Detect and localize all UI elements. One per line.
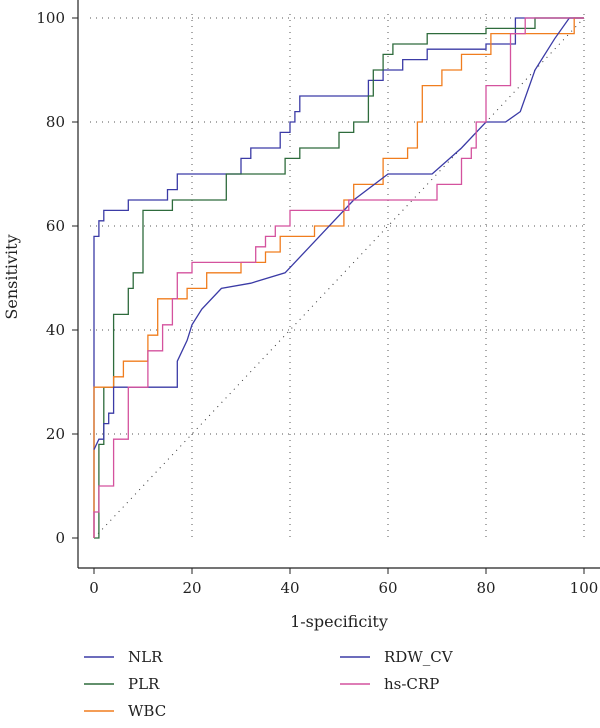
legend-label-plr: PLR — [128, 675, 160, 693]
series-line-hs-crp — [93, 17, 584, 538]
y-tick-label: 100 — [36, 9, 65, 27]
series-line-wbc — [93, 17, 584, 538]
grid-layer — [90, 14, 588, 542]
axis-layer: 0 20 40 60 80 100 0 20 40 60 80 100 — [36, 0, 600, 597]
legend-label-nlr: NLR — [128, 648, 163, 666]
legend-label-wbc: WBC — [128, 702, 166, 720]
x-tick-label: 60 — [378, 579, 397, 597]
x-tick-label: 40 — [280, 579, 299, 597]
legend-label-rdw-cv: RDW_CV — [384, 648, 454, 666]
y-tick-label: 20 — [46, 425, 65, 443]
legend: NLR PLR WBC RDW_CV hs-CRP — [84, 648, 454, 720]
y-tick-label: 40 — [46, 321, 65, 339]
x-tick-label: 0 — [89, 579, 99, 597]
series-layer — [93, 17, 584, 539]
x-axis-title: 1-specificity — [290, 612, 388, 631]
y-tick-label: 60 — [46, 217, 65, 235]
y-axis-title: Sensitivity — [2, 234, 21, 319]
x-tick-label: 80 — [476, 579, 495, 597]
series-line-plr — [94, 17, 584, 539]
x-tick-label: 20 — [182, 579, 201, 597]
x-tick-label: 100 — [570, 579, 599, 597]
series-line-nlr — [93, 17, 584, 538]
y-tick-label: 0 — [55, 529, 65, 547]
y-tick-label: 80 — [46, 113, 65, 131]
series-line-rdw-cv — [93, 17, 584, 450]
legend-label-hs-crp: hs-CRP — [384, 675, 439, 693]
